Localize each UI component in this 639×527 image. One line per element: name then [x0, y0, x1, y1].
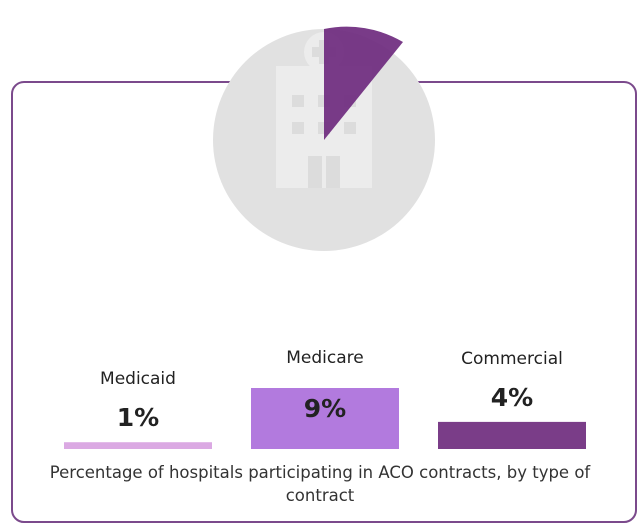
- bar: [64, 442, 212, 449]
- bar: [438, 421, 586, 449]
- pie-wedge: [324, 26, 403, 141]
- category-label: Medicaid: [100, 369, 176, 389]
- value-label: 4%: [491, 383, 533, 412]
- bar: [251, 388, 399, 449]
- category-label: Commercial: [461, 349, 563, 369]
- value-label: 1%: [117, 403, 159, 432]
- category-label: Medicare: [286, 348, 363, 368]
- caption: Percentage of hospitals participating in…: [49, 463, 591, 505]
- pie-illustration: [213, 26, 435, 251]
- value-label: 9%: [304, 394, 346, 423]
